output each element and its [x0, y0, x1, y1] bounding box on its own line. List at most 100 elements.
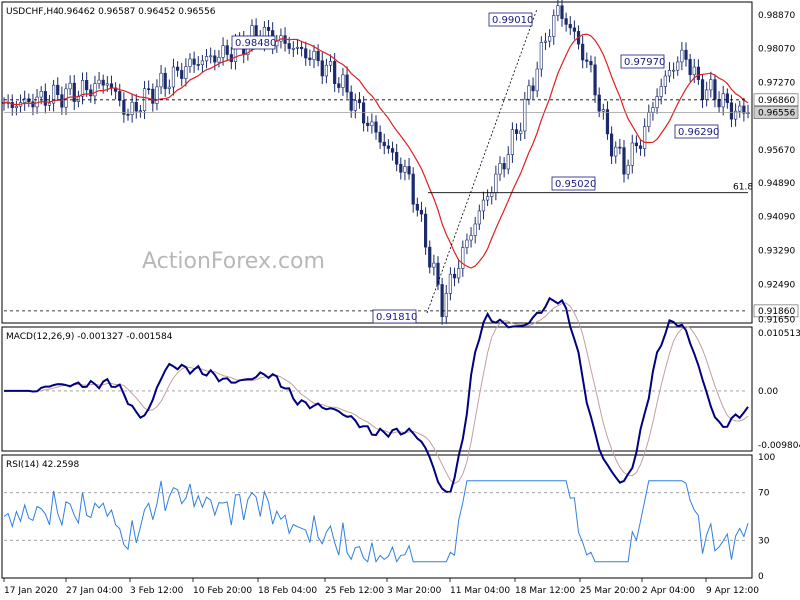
macd-axis-label: 0.010513 [758, 329, 800, 339]
candle-body [109, 83, 114, 89]
candle-body [671, 69, 676, 72]
candle-body [403, 166, 407, 173]
candle-body [308, 57, 312, 60]
candle-body [378, 131, 382, 143]
candle-body [324, 64, 329, 77]
macd-layer [4, 296, 749, 494]
candle-body [539, 42, 543, 70]
level-annotation-text: 0.95020 [555, 179, 596, 190]
candle-body [353, 100, 357, 111]
candle-body [647, 111, 651, 127]
candle-body [345, 74, 349, 93]
price-axis-highlight [753, 106, 799, 119]
candle-body [151, 88, 155, 104]
candle-body [93, 83, 97, 97]
candle-body [10, 102, 14, 109]
candle-body [337, 83, 341, 88]
time-axis-label: 3 Feb 12:00 [130, 586, 184, 596]
candle-body [692, 66, 696, 76]
candle-body [399, 163, 403, 173]
candle-body [630, 142, 634, 166]
candle-body [196, 64, 200, 66]
price-axis-label: 0.91650 [758, 316, 795, 326]
candle-body [312, 51, 316, 60]
candle-body [713, 79, 717, 100]
candle-body [60, 94, 64, 108]
candle-body [85, 80, 89, 91]
candle-body [118, 91, 122, 101]
candle-body [680, 49, 684, 63]
candle-body [614, 146, 618, 157]
level-annotation-box [231, 35, 276, 50]
candle-body [72, 82, 76, 102]
price-axis-label: 0.92490 [758, 280, 795, 290]
candle-body [101, 79, 105, 86]
candle-body [547, 36, 552, 42]
candle-body [432, 262, 436, 268]
candle-body [684, 49, 688, 60]
price-axis-label: 0.96556 [758, 109, 795, 119]
candle-body [601, 109, 605, 112]
candle-body [68, 82, 72, 90]
candle-body [23, 98, 27, 103]
candle-body [126, 114, 130, 116]
candle-body [299, 46, 304, 50]
candle-body [31, 101, 35, 108]
candle-body [217, 57, 221, 63]
candle-body [634, 142, 638, 147]
time-axis-label: 27 Jan 04:00 [66, 586, 123, 596]
candle-body [444, 293, 448, 317]
price-title: USDCHF,H4 [6, 7, 59, 17]
candle-body [213, 55, 217, 63]
watermark: ActionForex.com [142, 249, 325, 274]
candle-body [51, 84, 56, 104]
candle-body [221, 45, 225, 58]
time-axis-label: 25 Mar 20:00 [580, 586, 640, 596]
level-annotation-text: 0.97970 [624, 57, 665, 68]
candle-body [593, 64, 597, 96]
candle-body [605, 109, 610, 135]
price-axis-label: 0.95670 [758, 146, 795, 156]
candle-body [97, 79, 101, 84]
macd-axis-label: 0.00 [758, 387, 778, 397]
candle-body [357, 100, 362, 104]
level-annotation-text: 0.98480 [235, 38, 276, 49]
candle-body [192, 58, 196, 65]
candle-body [47, 102, 52, 106]
moving-average-line [3, 33, 749, 269]
candle-body [519, 130, 523, 134]
candle-body [523, 98, 527, 132]
candle-body [56, 84, 60, 95]
macd-title: MACD(12,26,9) -0.001327 -0.001584 [6, 332, 173, 342]
time-axis-label: 25 Feb 12:00 [325, 586, 384, 596]
candle-body [535, 68, 539, 92]
candle-body [696, 66, 700, 80]
candle-body [304, 48, 308, 59]
candle-body [188, 58, 192, 67]
candle-body [328, 61, 333, 66]
candle-body [721, 93, 725, 108]
candle-body [643, 126, 647, 149]
time-axis-label: 2 Apr 04:00 [642, 586, 695, 596]
candle-body [733, 110, 738, 120]
price-axis-label: 0.94090 [758, 213, 795, 223]
candle-body [564, 18, 568, 25]
candle-body [448, 273, 453, 294]
candle-body [725, 93, 729, 104]
candle-body [667, 70, 672, 77]
candle-body [655, 96, 659, 108]
candle-body [510, 129, 515, 155]
candle-body [543, 40, 548, 43]
candle-body [370, 121, 374, 127]
candle-body [581, 43, 585, 61]
candle-body [167, 86, 171, 89]
candle-body [742, 105, 746, 114]
rsi-line [3, 480, 749, 563]
time-axis-label: 9 Apr 12:00 [706, 586, 759, 596]
candle-body [729, 102, 734, 120]
candle-body [390, 148, 395, 153]
candle-body [184, 66, 188, 79]
candle-body [597, 94, 601, 112]
candle-body [176, 66, 180, 71]
